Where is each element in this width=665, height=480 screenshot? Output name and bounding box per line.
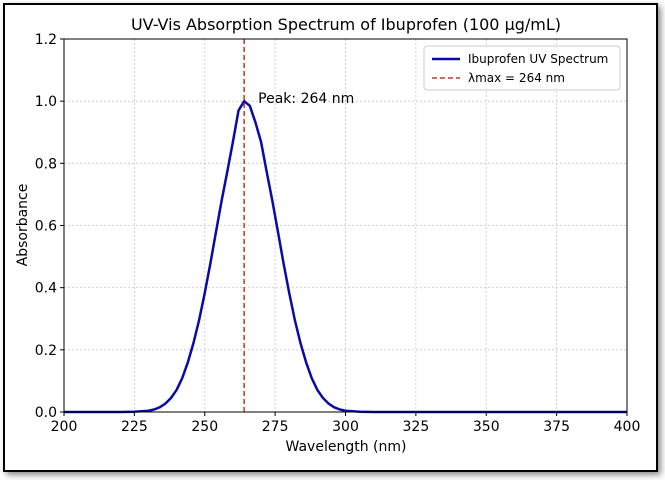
y-tick-label: 0.4 [35, 281, 57, 297]
peak-annotation: Peak: 264 nm [258, 91, 354, 107]
y-tick-label: 1.2 [35, 32, 57, 48]
x-tick-label: 225 [121, 419, 148, 435]
x-tick-label: 400 [614, 419, 641, 435]
x-tick-label: 375 [543, 419, 570, 435]
series-line [64, 99, 627, 414]
y-tick-label: 0.8 [35, 156, 57, 172]
grid [63, 38, 628, 413]
x-axis-label: Wavelength (nm) [286, 439, 407, 455]
legend-label-series: Ibuprofen UV Spectrum [468, 52, 608, 66]
y-tick-label: 1.0 [35, 94, 57, 110]
x-tick-label: 300 [332, 419, 359, 435]
x-tick-label: 325 [403, 419, 430, 435]
x-tick-label: 250 [191, 419, 218, 435]
legend-label-lambda: λmax = 264 nm [468, 71, 565, 85]
x-tick-label: 275 [262, 419, 289, 435]
x-tick-label: 200 [51, 419, 78, 435]
y-tick-label: 0.0 [35, 405, 57, 421]
chart-title: UV-Vis Absorption Spectrum of Ibuprofen … [131, 15, 561, 34]
y-axis-label: Absorbance [15, 184, 31, 267]
y-tick-label: 0.6 [35, 219, 57, 235]
legend-box [423, 45, 621, 91]
y-tick-label: 0.2 [35, 343, 57, 359]
legend: Ibuprofen UV Spectrum λmax = 264 nm [423, 45, 621, 91]
x-tick-label: 350 [473, 419, 500, 435]
tick-labels: 200 225 250 275 300 325 350 375 400 0.0 0.2 0.4 0.6 0… [35, 32, 641, 435]
